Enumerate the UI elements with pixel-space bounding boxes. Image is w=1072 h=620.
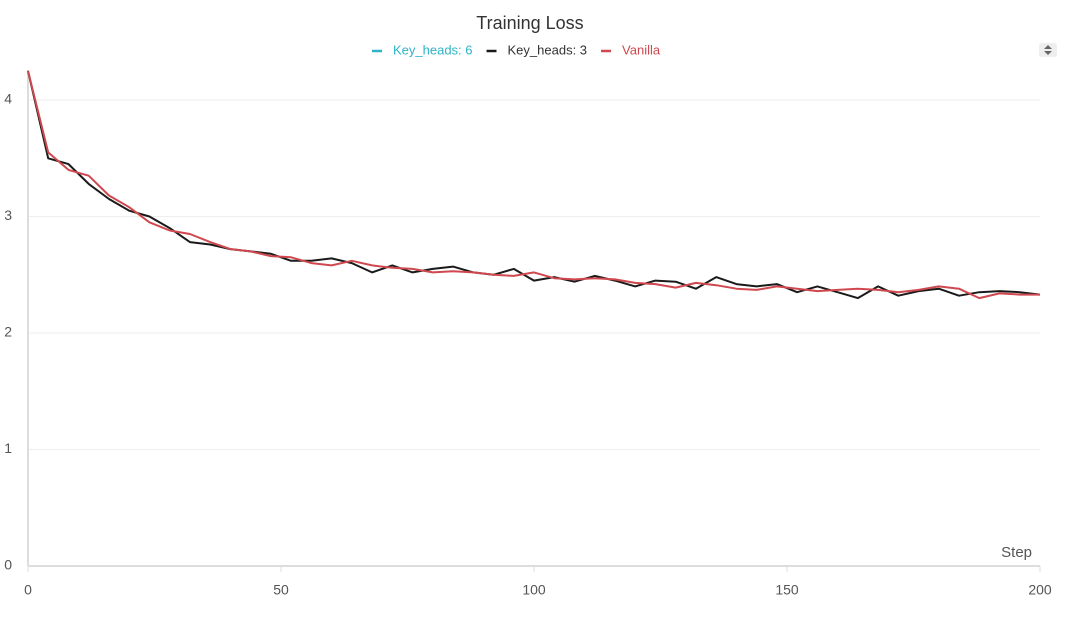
- y-tick-label: 4: [4, 91, 12, 107]
- menu-button[interactable]: [1039, 43, 1057, 57]
- x-tick-label: 50: [273, 582, 289, 598]
- y-tick-label: 3: [4, 207, 12, 223]
- legend-label: Vanilla: [622, 42, 661, 57]
- x-tick-label: 200: [1028, 582, 1052, 598]
- x-tick-label: 150: [775, 582, 799, 598]
- panel-menu-icon[interactable]: [1039, 43, 1057, 57]
- x-axis-label: Step: [1001, 544, 1032, 561]
- legend: Key_heads: 6 Key_heads: 3 Vanilla: [372, 42, 661, 57]
- x-tick-label: 100: [522, 582, 546, 598]
- series-line: [27, 70, 1040, 300]
- legend-label: Key_heads: 3: [508, 42, 588, 57]
- legend-label: Key_heads: 6: [393, 42, 473, 57]
- y-tick-label: 1: [4, 440, 12, 456]
- menu-arrows: [1044, 45, 1052, 55]
- y-tick-label: 0: [4, 557, 12, 573]
- chart-title: Training Loss: [476, 13, 583, 33]
- series-line: [27, 70, 1041, 300]
- x-tick-label: 0: [24, 582, 32, 598]
- y-tick-label: 2: [4, 324, 12, 340]
